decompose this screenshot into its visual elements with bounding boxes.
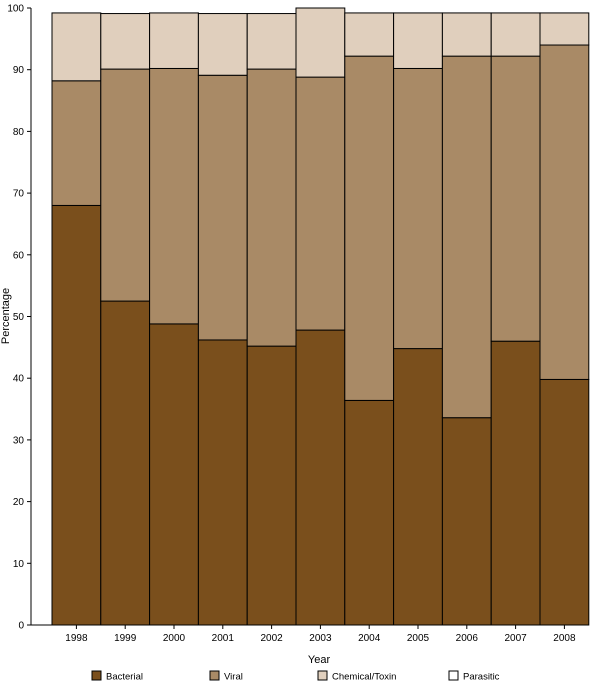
bar-segment-chemical-toxin-2006 — [441, 12, 492, 57]
bar-segment-bacterial-2005 — [393, 348, 443, 626]
x-tick-label-2006: 2006 — [456, 633, 479, 644]
x-tick-label-2002: 2002 — [260, 633, 283, 644]
bar-segment-bacterial-2000 — [149, 323, 199, 626]
y-tick-label-30: 30 — [13, 435, 25, 446]
x-tick-label-2008: 2008 — [553, 633, 576, 644]
bar-segment-bacterial-1999 — [100, 300, 151, 626]
legend-swatch-bacterial — [91, 670, 102, 681]
y-tick-label-90: 90 — [13, 65, 25, 76]
x-tick-label-2001: 2001 — [212, 633, 235, 644]
bar-segment-viral-1998 — [51, 80, 102, 206]
bar-segment-chemical-toxin-2000 — [149, 12, 199, 69]
bar-segment-chemical-toxin-1998 — [51, 12, 102, 82]
bar-segment-viral-2003 — [295, 76, 346, 331]
legend-label-parasitic: Parasitic — [463, 672, 500, 683]
bar-segment-bacterial-2003 — [295, 329, 346, 626]
y-tick-label-50: 50 — [13, 312, 25, 323]
bar-segment-bacterial-2006 — [441, 417, 492, 626]
x-tick-label-1999: 1999 — [114, 633, 137, 644]
legend-swatch-chemical-toxin — [317, 670, 328, 681]
y-tick-label-40: 40 — [13, 374, 25, 385]
x-tick-label-1998: 1998 — [65, 633, 88, 644]
y-axis-title: Percentage — [0, 288, 12, 344]
legend-label-bacterial: Bacterial — [106, 672, 143, 683]
x-tick-label-2005: 2005 — [407, 633, 430, 644]
bar-segment-bacterial-1998 — [51, 204, 102, 626]
bar-segment-bacterial-2008 — [539, 378, 590, 626]
y-tick-label-80: 80 — [13, 127, 25, 138]
legend-swatch-parasitic — [448, 670, 459, 681]
legend-label-chemical-toxin: Chemical/Toxin — [332, 672, 396, 683]
bar-segment-viral-2000 — [149, 67, 199, 325]
bar-segment-viral-1999 — [100, 68, 151, 302]
y-tick-label-70: 70 — [13, 189, 25, 200]
bar-segment-chemical-toxin-1999 — [100, 13, 151, 70]
bar-segment-chemical-toxin-2003 — [295, 7, 346, 78]
bar-segment-viral-2004 — [344, 55, 395, 401]
bar-segment-viral-2005 — [393, 67, 443, 350]
bar-segment-chemical-toxin-2008 — [539, 12, 590, 46]
bar-segment-chemical-toxin-2007 — [490, 12, 541, 57]
bar-segment-viral-2008 — [539, 44, 590, 380]
bar-segment-bacterial-2004 — [344, 399, 395, 626]
bar-segment-bacterial-2001 — [197, 339, 248, 626]
x-tick-label-2004: 2004 — [358, 633, 381, 644]
y-tick-label-10: 10 — [13, 559, 25, 570]
bar-segment-bacterial-2002 — [246, 345, 297, 626]
bar-segment-chemical-toxin-2004 — [344, 12, 395, 57]
bar-segment-chemical-toxin-2005 — [393, 12, 443, 69]
y-tick-label-20: 20 — [13, 497, 25, 508]
x-tick-label-2000: 2000 — [163, 633, 186, 644]
bar-segment-chemical-toxin-2001 — [197, 13, 248, 76]
bar-segment-viral-2002 — [246, 68, 297, 347]
bar-segment-bacterial-2007 — [490, 340, 541, 626]
y-tick-label-60: 60 — [13, 250, 25, 261]
bars-layer — [51, 7, 590, 626]
x-axis-title: Year — [308, 654, 331, 666]
x-tick-label-2007: 2007 — [504, 633, 527, 644]
x-axis: 1998 1999 2000 2001 2002 2003 2004 2005 2006 2007… — [31, 624, 589, 644]
y-tick-label-0: 0 — [18, 621, 24, 632]
y-tick-label-100: 100 — [7, 4, 24, 15]
y-axis: 0 10 20 30 40 50 60 70 80 90 100 — [7, 4, 32, 632]
bar-segment-viral-2006 — [441, 55, 492, 419]
x-tick-label-2003: 2003 — [309, 633, 332, 644]
legend-label-viral: Viral — [224, 672, 243, 683]
bar-segment-chemical-toxin-2002 — [246, 13, 297, 70]
bar-segment-viral-2001 — [197, 74, 248, 341]
legend-swatch-viral — [209, 670, 220, 681]
legend: Bacterial Viral Chemical/Toxin Parasitic — [91, 670, 500, 683]
bar-segment-viral-2007 — [490, 55, 541, 342]
